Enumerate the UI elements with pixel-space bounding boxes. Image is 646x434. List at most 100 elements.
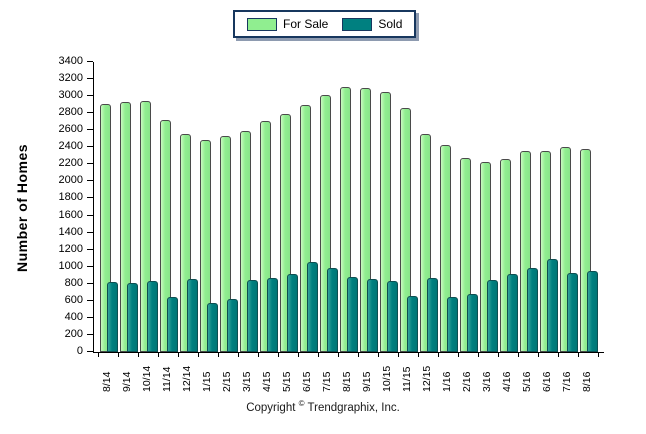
sold-bar: [447, 297, 458, 352]
x-axis-tick: [518, 353, 519, 357]
x-axis-tick: [338, 353, 339, 357]
for-sale-bar: [240, 131, 251, 352]
sold-bar: [527, 268, 538, 352]
y-axis-tick: [87, 265, 93, 267]
x-axis-tick: [378, 353, 379, 357]
y-axis-tick: [87, 333, 93, 335]
x-axis-tick: [578, 353, 579, 357]
y-axis-tick-label: 2400: [58, 140, 83, 153]
sold-bar: [167, 297, 178, 352]
y-axis-tick-label: 2600: [58, 123, 83, 136]
y-axis-tick: [87, 61, 93, 62]
for-sale-bar: [220, 136, 231, 352]
sold-bar: [367, 279, 378, 352]
x-axis-tick-label: 12/15: [421, 365, 433, 392]
x-axis-tick-label: 10/15: [381, 365, 393, 392]
y-axis-tick: [87, 146, 93, 148]
copyright-symbol-icon: ©: [298, 399, 305, 408]
sold-bar: [147, 281, 158, 352]
x-axis-tick: [398, 353, 399, 357]
for-sale-bar: [140, 101, 151, 352]
sold-bar: [507, 274, 518, 352]
y-axis-tick-label: 600: [64, 293, 83, 306]
sold-bar: [407, 296, 418, 352]
y-axis-tick: [87, 112, 93, 114]
sold-bar: [487, 280, 498, 352]
x-axis-tick: [498, 353, 499, 357]
for-sale-bar: [460, 158, 471, 352]
y-axis-tick: [87, 95, 93, 97]
y-axis-title: Number of Homes: [14, 143, 30, 273]
y-axis-tick: [87, 180, 93, 182]
copyright-company: Trendgraphix, Inc.: [307, 401, 400, 414]
x-axis-tick-label: 3/15: [241, 371, 253, 392]
legend-item-for-sale: For Sale: [247, 17, 329, 31]
for-sale-bar: [500, 159, 511, 352]
for-sale-legend-label: For Sale: [283, 17, 329, 31]
y-axis-tick-label: 3200: [58, 72, 83, 85]
y-axis-tick: [87, 129, 93, 131]
sold-bar: [227, 299, 238, 352]
x-axis-tick: [198, 353, 199, 357]
x-axis-tick: [278, 353, 279, 357]
sold-bar: [387, 281, 398, 352]
x-axis-tick: [538, 353, 539, 357]
for-sale-bar: [280, 114, 291, 352]
legend: For Sale Sold: [233, 10, 417, 38]
y-axis-tick-label: 1000: [58, 259, 83, 272]
sold-bar: [307, 262, 318, 352]
for-sale-bar: [360, 88, 371, 352]
x-axis-tick-label: 2/15: [221, 371, 233, 392]
y-axis-tick: [87, 351, 93, 352]
x-axis-tick: [478, 353, 479, 357]
for-sale-bar: [320, 95, 331, 352]
x-axis-tick-label: 8/16: [581, 371, 593, 392]
x-axis-tick-label: 4/15: [261, 371, 273, 392]
x-axis-tick: [358, 353, 359, 357]
x-axis-tick: [138, 353, 139, 357]
y-axis-tick: [87, 214, 93, 216]
y-axis-tick: [87, 197, 93, 199]
y-axis-tick-label: 1400: [58, 225, 83, 238]
y-axis-tick: [87, 299, 93, 301]
y-axis-tick-label: 0: [76, 345, 83, 357]
x-axis-tick-label: 4/16: [501, 371, 513, 392]
y-axis-tick: [87, 231, 93, 233]
x-axis-tick: [458, 353, 459, 357]
x-axis-tick-label: 11/15: [401, 366, 413, 393]
x-axis-tick-label: 9/15: [361, 371, 373, 392]
x-axis-tick-label: 6/16: [541, 371, 553, 392]
x-axis-tick: [418, 353, 419, 357]
y-axis-tick-label: 2000: [58, 174, 83, 187]
for-sale-bar: [480, 162, 491, 352]
x-axis-tick-label: 5/15: [281, 371, 293, 392]
sold-bar: [587, 271, 598, 352]
sold-bar: [187, 279, 198, 352]
x-axis-tick-label: 3/16: [481, 371, 493, 392]
sold-bar: [467, 294, 478, 352]
sold-bar: [287, 274, 298, 352]
y-axis-tick: [87, 316, 93, 318]
y-axis-tick-label: 200: [64, 327, 83, 340]
for-sale-bar: [400, 108, 411, 352]
sold-bar: [347, 277, 358, 352]
sold-bar: [207, 303, 218, 352]
legend-item-sold: Sold: [342, 17, 403, 31]
y-axis-tick-label: 3400: [58, 55, 83, 67]
x-axis-tick: [258, 353, 259, 357]
x-axis-tick-label: 6/15: [301, 371, 313, 392]
for-sale-bar: [340, 87, 351, 352]
sold-bar: [127, 283, 138, 352]
x-axis-tick: [318, 353, 319, 357]
x-axis-tick: [218, 353, 219, 357]
y-axis-tick: [87, 78, 93, 80]
y-axis-tick-label: 1600: [58, 208, 83, 221]
y-axis-tick-label: 1800: [58, 191, 83, 204]
x-axis-tick-label: 10/14: [141, 365, 153, 392]
x-axis-tick-label: 5/16: [521, 371, 533, 392]
sold-bar: [327, 268, 338, 352]
for-sale-bar: [560, 147, 571, 352]
x-axis-tick-label: 1/15: [201, 371, 213, 392]
sold-legend-label: Sold: [378, 17, 403, 31]
